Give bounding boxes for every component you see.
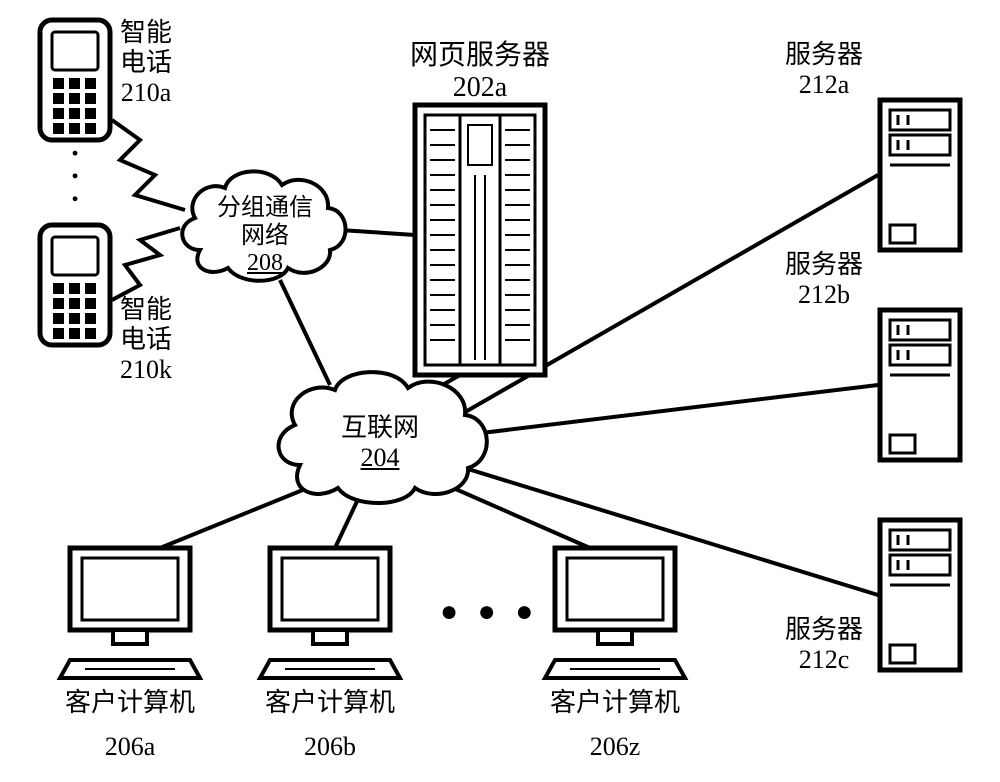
text: 服务器: [785, 615, 863, 645]
edge-packet-internet: [280, 280, 330, 385]
edge-internet-client-b: [335, 495, 360, 548]
label-client-z: 客户计算机 206z: [520, 688, 710, 762]
text: 电话: [120, 325, 172, 355]
text: 服务器: [785, 40, 863, 70]
ref: 206a: [35, 732, 225, 762]
ref: 210k: [120, 355, 172, 385]
text: 智能: [120, 18, 172, 48]
ref: 212c: [785, 645, 863, 675]
client-a-icon: [60, 548, 200, 678]
label-server-a: 服务器 212a: [785, 40, 863, 100]
edge-internet-server-b: [465, 385, 878, 435]
text: 服务器: [785, 250, 863, 280]
server-a-icon: [880, 100, 960, 250]
client-b-icon: [260, 548, 400, 678]
text: 互联网: [335, 413, 425, 443]
ref: 208: [210, 250, 320, 278]
text: 客户计算机: [520, 688, 710, 718]
label-server-c: 服务器 212c: [785, 615, 863, 675]
ref: 212b: [785, 280, 863, 310]
ref: 206z: [520, 732, 710, 762]
text: 分组通信: [210, 195, 320, 223]
phones-ellipsis: • • •: [64, 150, 85, 208]
server-c-icon: [880, 520, 960, 670]
client-z-icon: [545, 548, 685, 678]
text: 智能: [120, 295, 172, 325]
label-internet: 互联网 204: [335, 413, 425, 473]
diagram-canvas: 智能 电话 210a 智能 电话 210k 分组通信 网络 208 网页服务器 …: [0, 0, 1000, 782]
ref: 210a: [120, 78, 172, 108]
label-client-a: 客户计算机 206a: [35, 688, 225, 762]
server-b-icon: [880, 310, 960, 460]
text: 电话: [120, 48, 172, 78]
edge-packet-webserver: [340, 230, 415, 235]
label-packet-net: 分组通信 网络 208: [210, 195, 320, 278]
text: 客户计算机: [35, 688, 225, 718]
text: 网页服务器: [410, 40, 550, 72]
label-server-b: 服务器 212b: [785, 250, 863, 310]
label-smartphone-bottom: 智能 电话 210k: [120, 295, 172, 385]
text: 网络: [210, 223, 320, 251]
label-smartphone-top: 智能 电话 210a: [120, 18, 172, 108]
clients-ellipsis: ● ● ●: [440, 595, 539, 629]
label-client-b: 客户计算机 206b: [235, 688, 425, 762]
ref: 212a: [785, 70, 863, 100]
ref: 202a: [410, 72, 550, 104]
ref: 206b: [235, 732, 425, 762]
edge-internet-client-a: [160, 485, 315, 548]
edge-phone-top: [112, 120, 185, 210]
smartphone-icon-bottom: [40, 225, 110, 345]
smartphone-icon-top: [40, 20, 110, 140]
label-web-server: 网页服务器 202a: [410, 40, 550, 104]
edge-phone-bottom: [112, 228, 180, 300]
text: 客户计算机: [235, 688, 425, 718]
ref: 204: [335, 443, 425, 473]
web-server-icon: [415, 105, 545, 375]
edge-internet-client-z: [435, 480, 590, 548]
